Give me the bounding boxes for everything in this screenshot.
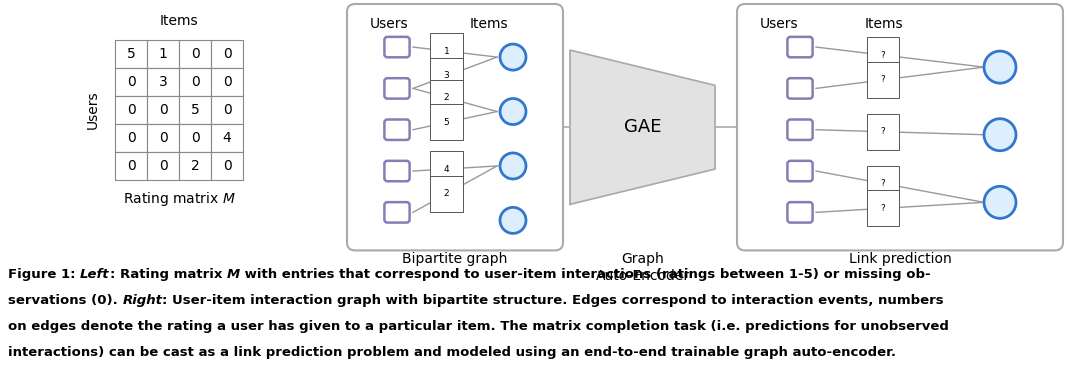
- Text: Figure 1:: Figure 1:: [8, 268, 80, 282]
- Text: ?: ?: [881, 75, 886, 84]
- FancyBboxPatch shape: [787, 161, 812, 181]
- Text: Rating matrix $M$: Rating matrix $M$: [123, 190, 235, 208]
- Polygon shape: [570, 50, 715, 205]
- Text: 0: 0: [159, 103, 167, 117]
- Text: Graph
Auto-Encoder: Graph Auto-Encoder: [595, 252, 689, 283]
- Text: 0: 0: [191, 131, 200, 145]
- Text: 0: 0: [222, 159, 231, 173]
- Text: interactions) can be cast as a link prediction problem and modeled using an end-: interactions) can be cast as a link pred…: [8, 347, 896, 359]
- Text: Users: Users: [760, 17, 798, 31]
- Text: 1: 1: [444, 47, 449, 56]
- Text: 2: 2: [444, 93, 449, 102]
- Text: 0: 0: [222, 103, 231, 117]
- FancyBboxPatch shape: [384, 119, 409, 140]
- Circle shape: [500, 153, 526, 179]
- Bar: [211, 68, 243, 96]
- Bar: [211, 152, 243, 180]
- Text: GAE: GAE: [624, 118, 661, 136]
- Text: 3: 3: [444, 71, 449, 80]
- Bar: [211, 40, 243, 68]
- Bar: [114, 152, 147, 180]
- Circle shape: [984, 51, 1016, 83]
- Circle shape: [500, 98, 526, 124]
- Bar: [147, 40, 179, 68]
- Text: 1: 1: [159, 47, 167, 61]
- Text: ?: ?: [881, 127, 886, 136]
- Bar: [147, 124, 179, 152]
- Bar: [114, 124, 147, 152]
- FancyBboxPatch shape: [384, 202, 409, 223]
- Text: Items: Items: [470, 17, 509, 31]
- Bar: [179, 96, 211, 124]
- Text: M: M: [227, 268, 240, 282]
- Text: 4: 4: [222, 131, 231, 145]
- FancyBboxPatch shape: [347, 4, 563, 250]
- Circle shape: [984, 186, 1016, 218]
- FancyBboxPatch shape: [737, 4, 1063, 250]
- Text: 0: 0: [191, 75, 200, 89]
- Text: Right: Right: [122, 295, 162, 308]
- Text: : User-item interaction graph with bipartite structure. Edges correspond to inte: : User-item interaction graph with bipar…: [162, 295, 944, 308]
- Text: 5: 5: [191, 103, 200, 117]
- Text: 0: 0: [126, 103, 135, 117]
- Text: Bipartite graph: Bipartite graph: [403, 252, 508, 267]
- Bar: [147, 152, 179, 180]
- Text: ?: ?: [881, 179, 886, 188]
- Text: 5: 5: [444, 118, 449, 127]
- Text: : Rating matrix: : Rating matrix: [110, 268, 227, 282]
- Text: 0: 0: [222, 75, 231, 89]
- Bar: [114, 96, 147, 124]
- Text: Items: Items: [865, 17, 904, 31]
- Text: 0: 0: [191, 47, 200, 61]
- Text: ?: ?: [881, 204, 886, 213]
- Bar: [179, 68, 211, 96]
- Text: 0: 0: [159, 159, 167, 173]
- Text: Items: Items: [160, 14, 199, 28]
- Circle shape: [500, 44, 526, 70]
- Text: 0: 0: [159, 131, 167, 145]
- FancyBboxPatch shape: [787, 78, 812, 98]
- Bar: [179, 124, 211, 152]
- Text: 0: 0: [222, 47, 231, 61]
- Bar: [114, 68, 147, 96]
- Bar: [147, 68, 179, 96]
- Text: 3: 3: [159, 75, 167, 89]
- FancyBboxPatch shape: [787, 37, 812, 57]
- Circle shape: [500, 207, 526, 233]
- Text: 0: 0: [126, 75, 135, 89]
- Text: Users: Users: [86, 91, 100, 129]
- Text: 0: 0: [126, 159, 135, 173]
- Bar: [114, 40, 147, 68]
- Bar: [179, 40, 211, 68]
- Bar: [211, 124, 243, 152]
- Circle shape: [984, 119, 1016, 151]
- Text: on edges denote the rating a user has given to a particular item. The matrix com: on edges denote the rating a user has gi…: [8, 321, 949, 334]
- Text: 2: 2: [444, 189, 449, 198]
- Text: servations (0).: servations (0).: [8, 295, 122, 308]
- FancyBboxPatch shape: [384, 78, 409, 98]
- Text: Left: Left: [80, 268, 110, 282]
- FancyBboxPatch shape: [384, 161, 409, 181]
- Text: 4: 4: [444, 165, 449, 173]
- Bar: [211, 96, 243, 124]
- Text: ?: ?: [881, 51, 886, 60]
- Bar: [179, 152, 211, 180]
- FancyBboxPatch shape: [384, 37, 409, 57]
- Text: 5: 5: [126, 47, 135, 61]
- Text: Users: Users: [370, 17, 408, 31]
- Text: Link prediction: Link prediction: [849, 252, 951, 267]
- FancyBboxPatch shape: [787, 119, 812, 140]
- Text: 0: 0: [126, 131, 135, 145]
- FancyBboxPatch shape: [787, 202, 812, 223]
- Bar: [147, 96, 179, 124]
- Text: 2: 2: [191, 159, 200, 173]
- Text: with entries that correspond to user-item interactions (ratings between 1-5) or : with entries that correspond to user-ite…: [240, 268, 931, 282]
